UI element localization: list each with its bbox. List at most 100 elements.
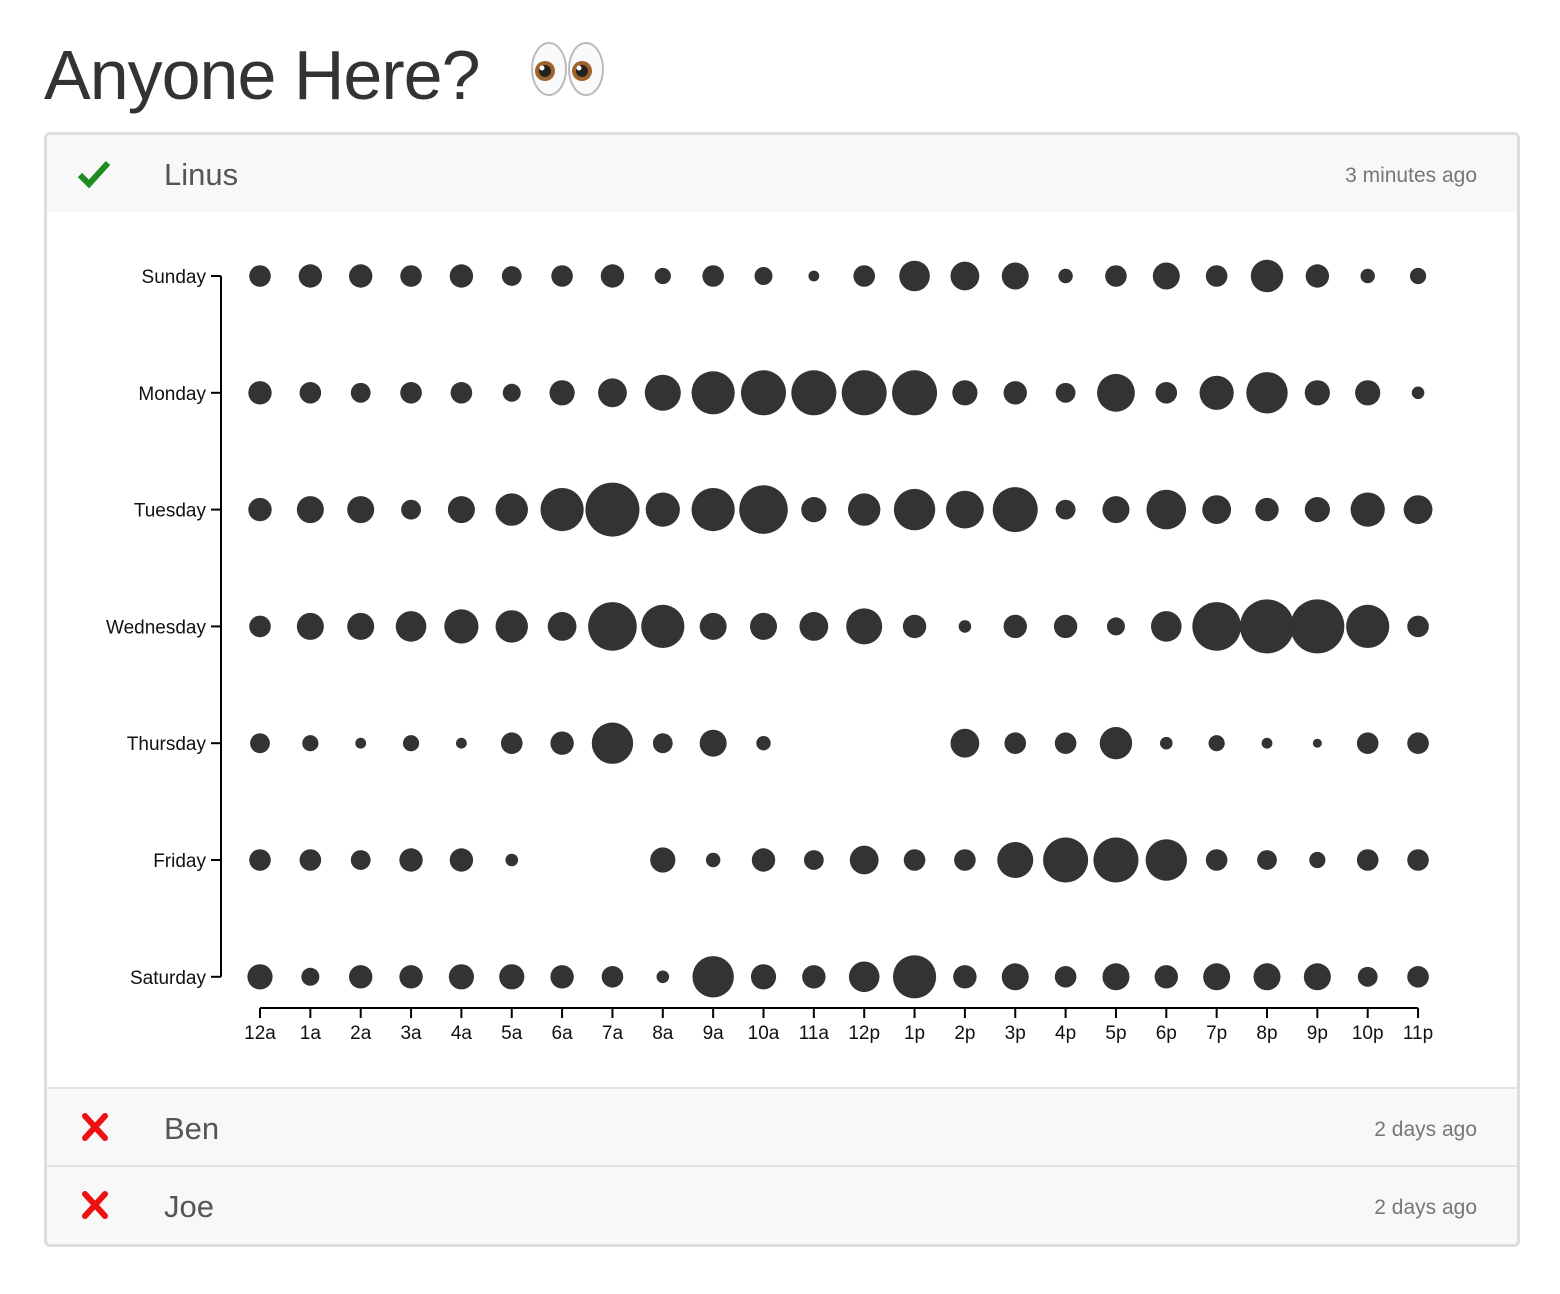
activity-dot xyxy=(1357,966,1378,987)
activity-dot xyxy=(585,482,640,537)
activity-dot xyxy=(739,485,788,534)
activity-dot xyxy=(1205,265,1228,287)
x-tick-label: 12a xyxy=(244,1023,276,1044)
activity-dot xyxy=(1304,380,1330,406)
activity-dot xyxy=(1160,736,1173,750)
activity-dot xyxy=(808,270,820,282)
person-name: Joe xyxy=(164,1189,214,1224)
x-tick-label: 2p xyxy=(954,1023,975,1044)
activity-dot xyxy=(449,848,474,872)
activity-dot xyxy=(502,383,521,402)
activity-dot xyxy=(705,852,721,868)
activity-dot xyxy=(645,492,680,527)
activity-dot xyxy=(299,849,322,871)
person-row-joe[interactable]: Joe 2 days ago xyxy=(47,1167,1517,1244)
activity-dot xyxy=(1097,373,1135,412)
activity-dot xyxy=(953,965,977,989)
activity-dot xyxy=(1360,268,1375,284)
activity-dot xyxy=(1003,614,1027,639)
activity-dot xyxy=(691,371,735,415)
activity-dot xyxy=(1003,381,1027,405)
activity-dot xyxy=(1102,963,1130,991)
activity-dot xyxy=(1407,849,1429,871)
activity-dot xyxy=(601,966,624,988)
activity-dot xyxy=(400,265,422,287)
activity-dot xyxy=(299,382,322,404)
activity-dot xyxy=(249,265,271,287)
activity-dot xyxy=(691,488,735,532)
activity-dot xyxy=(401,499,421,520)
page-title: Anyone Here? xyxy=(44,36,481,114)
eyes-emoji-icon xyxy=(531,42,604,96)
activity-dot xyxy=(550,965,574,989)
activity-dot xyxy=(641,604,685,648)
activity-dot xyxy=(501,266,522,286)
activity-dot xyxy=(699,729,727,757)
activity-dot xyxy=(301,967,320,986)
activity-dot xyxy=(1309,851,1326,869)
x-tick-label: 1p xyxy=(904,1023,925,1044)
activity-dot xyxy=(399,848,423,872)
activity-dot xyxy=(1054,966,1077,988)
activity-dot xyxy=(250,733,270,754)
activity-dot xyxy=(750,964,777,990)
activity-dot xyxy=(692,956,734,998)
activity-dot xyxy=(350,850,371,870)
activity-dot xyxy=(846,608,883,645)
activity-dot xyxy=(1407,966,1429,988)
activity-dot xyxy=(1058,268,1073,284)
divider xyxy=(47,1087,1517,1089)
activity-dot xyxy=(1261,737,1273,749)
activity-dot xyxy=(550,731,574,755)
activity-dot xyxy=(958,620,972,633)
activity-dot xyxy=(893,488,936,531)
x-tick-label: 10p xyxy=(1352,1023,1384,1044)
activity-dot xyxy=(946,490,984,529)
activity-dot xyxy=(1312,738,1322,748)
activity-dot xyxy=(853,265,875,287)
activity-dot xyxy=(849,845,879,875)
activity-dot xyxy=(1304,497,1330,523)
activity-dot xyxy=(1155,382,1178,404)
activity-dot xyxy=(495,493,528,526)
activity-dot xyxy=(350,382,371,403)
activity-dot xyxy=(1093,837,1139,883)
activity-dot xyxy=(1403,495,1433,524)
activity-dot xyxy=(899,260,930,292)
activity-dot xyxy=(540,488,584,532)
activity-dot xyxy=(702,265,724,287)
activity-dot xyxy=(1146,489,1187,530)
activity-dot xyxy=(848,493,881,526)
activity-dot xyxy=(1152,262,1180,290)
last-seen: 3 minutes ago xyxy=(1345,164,1477,187)
activity-dot xyxy=(803,850,824,870)
activity-dot xyxy=(248,381,272,405)
activity-dot xyxy=(1055,382,1076,403)
activity-dot xyxy=(598,378,627,408)
x-tick-label: 3p xyxy=(1005,1023,1026,1044)
last-seen: 2 days ago xyxy=(1374,1196,1477,1219)
activity-dot xyxy=(450,382,473,404)
x-tick-label: 1a xyxy=(300,1023,322,1044)
activity-dot xyxy=(952,380,978,406)
person-row-ben[interactable]: Ben 2 days ago xyxy=(47,1089,1517,1166)
x-tick-label: 6p xyxy=(1156,1023,1177,1044)
x-tick-label: 9p xyxy=(1307,1023,1328,1044)
x-tick-label: 3a xyxy=(400,1023,422,1044)
activity-dot xyxy=(650,847,676,873)
activity-dot xyxy=(750,612,777,640)
activity-dot xyxy=(1004,732,1027,754)
activity-dot xyxy=(588,602,637,651)
activity-dot xyxy=(402,735,420,752)
x-tick-label: 4a xyxy=(451,1023,473,1044)
activity-dot xyxy=(892,955,937,999)
activity-dot xyxy=(499,964,525,990)
activity-dot xyxy=(1407,615,1429,638)
activity-dot xyxy=(802,965,826,989)
activity-dot xyxy=(1246,372,1288,414)
activity-dot xyxy=(841,370,887,416)
person-row-linus[interactable]: Linus 3 minutes ago xyxy=(47,135,1517,212)
activity-dot xyxy=(791,370,837,416)
x-tick-label: 7a xyxy=(602,1023,624,1044)
activity-dot xyxy=(1203,963,1231,991)
